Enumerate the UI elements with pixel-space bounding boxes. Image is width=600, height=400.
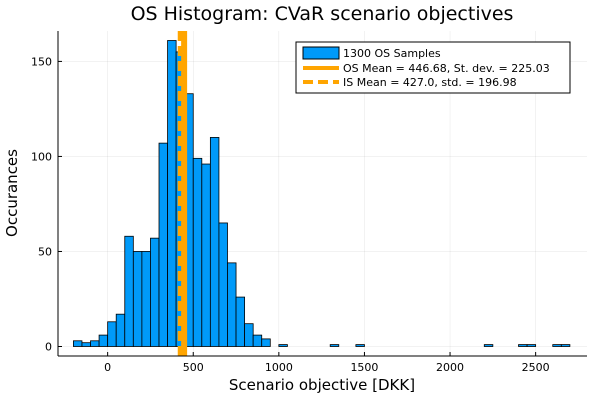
histogram-bar xyxy=(218,222,228,347)
x-ticks: 0 500 1000 1500 2000 2500 xyxy=(104,352,550,374)
histogram-bar xyxy=(107,321,117,347)
histogram-bar xyxy=(209,137,220,347)
histogram-bar xyxy=(98,334,109,347)
legend-label-histogram: 1300 OS Samples xyxy=(343,47,441,60)
histogram-bar xyxy=(167,40,177,347)
histogram-bar xyxy=(124,235,134,347)
legend: 1300 OS Samples OS Mean = 446.68, St. de… xyxy=(295,41,571,94)
plot-frame xyxy=(57,31,587,357)
histogram-bar xyxy=(560,344,571,347)
y-tick-label: 0 xyxy=(45,340,52,353)
chart-title: OS Histogram: CVaR scenario objectives xyxy=(131,3,514,25)
histogram-bar xyxy=(192,157,203,347)
x-tick-label: 1000 xyxy=(265,361,293,374)
y-tick-label: 50 xyxy=(38,245,52,258)
histogram-bar xyxy=(132,251,143,347)
histogram-bar xyxy=(141,251,151,347)
histogram-bar xyxy=(329,344,340,347)
histogram-bar xyxy=(483,344,494,347)
legend-label-os-mean: OS Mean = 446.68, St. dev. = 225.03 xyxy=(343,62,550,75)
histogram-bar xyxy=(73,340,83,347)
legend-box xyxy=(295,41,571,94)
histogram-bar xyxy=(244,323,254,347)
histogram-bar xyxy=(235,296,246,347)
histogram-bar xyxy=(90,340,100,347)
histogram-bar xyxy=(278,344,288,347)
histogram-bar xyxy=(115,313,126,347)
y-tick-label: 100 xyxy=(31,150,52,163)
legend-label-is-mean: IS Mean = 427.0, std. = 196.98 xyxy=(343,76,517,89)
histogram-bar xyxy=(552,344,562,347)
histogram-bar xyxy=(252,334,263,347)
x-tick-label: 2500 xyxy=(522,361,550,374)
y-ticks: 0 50 100 150 xyxy=(31,55,62,353)
x-tick-label: 0 xyxy=(104,361,111,374)
x-tick-label: 1500 xyxy=(350,361,378,374)
histogram-bar xyxy=(158,142,168,347)
x-axis-title: Scenario objective [DKK] xyxy=(229,376,415,394)
histogram-bar xyxy=(81,342,91,347)
histogram-bar xyxy=(355,344,365,347)
mean-lines xyxy=(177,31,188,356)
histogram-bar xyxy=(227,262,237,347)
y-axis-title: Occurances xyxy=(3,149,21,237)
y-tick-label: 150 xyxy=(31,55,52,68)
legend-swatch-histogram xyxy=(302,46,340,60)
histogram-bar xyxy=(261,338,271,347)
histogram-bar xyxy=(150,237,160,347)
histogram-bar xyxy=(518,344,528,347)
histogram-bar xyxy=(526,344,537,347)
x-tick-label: 2000 xyxy=(436,361,464,374)
histogram-bar xyxy=(201,163,211,347)
x-tick-label: 500 xyxy=(183,361,204,374)
